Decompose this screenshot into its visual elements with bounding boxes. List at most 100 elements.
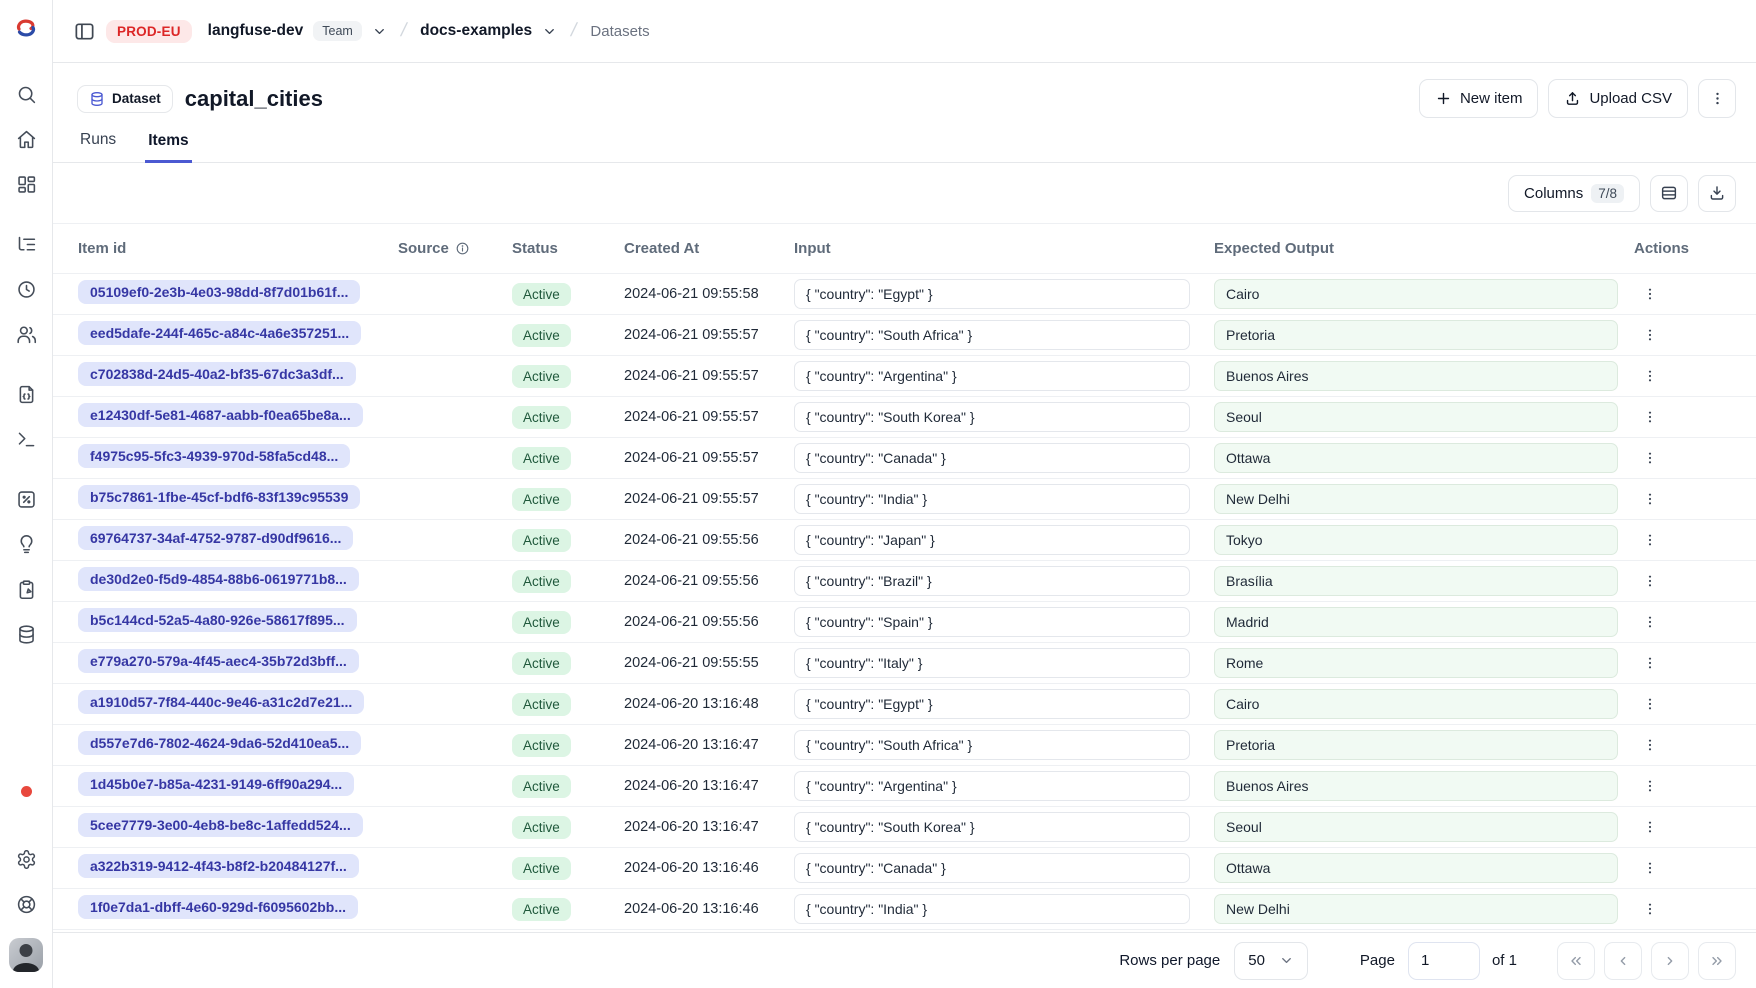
sessions-clock-icon[interactable] [14,277,38,301]
row-actions-kebab[interactable] [1636,813,1664,841]
item-id-badge[interactable]: e779a270-579a-4f45-aec4-35b72d3bff... [78,649,359,673]
row-actions-kebab[interactable] [1636,321,1664,349]
item-id-badge[interactable]: de30d2e0-f5d9-4854-88b6-0619771b8... [78,567,359,591]
row-actions-kebab[interactable] [1636,444,1664,472]
kebab-icon [1642,368,1658,384]
table-row: b5c144cd-52a5-4a80-926e-58617f895... Act… [53,602,1756,643]
col-header-input[interactable]: Input [794,240,1214,257]
dataset-actions-kebab-button[interactable] [1698,79,1736,118]
expected-output-cell: Seoul [1214,402,1618,432]
row-actions-kebab[interactable] [1636,854,1664,882]
evals-percent-icon[interactable] [14,487,38,511]
download-icon [1708,184,1726,202]
datasets-database-icon[interactable] [14,622,38,646]
next-page-button[interactable] [1651,942,1689,980]
chevron-down-icon [1279,953,1294,968]
rows-per-page-select[interactable]: 50 [1234,942,1308,980]
col-header-source[interactable]: Source [398,240,512,257]
row-actions-kebab[interactable] [1636,690,1664,718]
new-item-button[interactable]: New item [1419,79,1539,118]
last-page-button[interactable] [1698,942,1736,980]
status-badge: Active [512,898,571,921]
tracing-list-tree-icon[interactable] [14,232,38,256]
rows-icon [1660,184,1678,202]
input-cell: { "country": "India" } [794,484,1190,514]
settings-gear-icon[interactable] [14,847,38,871]
item-id-badge[interactable]: c702838d-24d5-40a2-bf35-67dc3a3df... [78,362,356,386]
users-icon[interactable] [14,322,38,346]
item-id-badge[interactable]: b5c144cd-52a5-4a80-926e-58617f895... [78,608,357,632]
langfuse-logo-icon[interactable] [14,16,38,40]
home-icon[interactable] [14,127,38,151]
project-name[interactable]: docs-examples [420,22,532,40]
sidebar-toggle-icon[interactable] [73,20,96,43]
row-actions-kebab[interactable] [1636,567,1664,595]
input-cell: { "country": "Spain" } [794,607,1190,637]
breadcrumb-separator: / [569,20,579,42]
row-actions-kebab[interactable] [1636,280,1664,308]
row-actions-kebab[interactable] [1636,403,1664,431]
item-id-badge[interactable]: 5cee7779-3e00-4eb8-be8c-1affedd524... [78,813,363,837]
col-header-item-id[interactable]: Item id [78,240,398,257]
org-chevron-down-icon[interactable] [372,24,387,39]
item-id-badge[interactable]: b75c7861-1fbe-45cf-bdf6-83f139c95539 [78,485,360,509]
tab-items[interactable]: Items [145,132,192,163]
lightbulb-icon[interactable] [14,532,38,556]
created-at-cell: 2024-06-21 09:55:57 [624,368,794,384]
row-actions-kebab[interactable] [1636,895,1664,923]
first-page-button[interactable] [1557,942,1595,980]
tab-runs[interactable]: Runs [77,131,119,162]
org-name[interactable]: langfuse-dev [208,22,304,40]
kebab-icon [1642,655,1658,671]
item-id-badge[interactable]: f4975c95-5fc3-4939-970d-58fa5cd48... [78,444,350,468]
item-id-badge[interactable]: a1910d57-7f84-440c-9e46-a31c2d7e21... [78,690,364,714]
main-area: PROD-EU langfuse-dev Team / docs-example… [53,0,1756,988]
search-icon[interactable] [14,82,38,106]
item-id-badge[interactable]: a322b319-9412-4f43-b8f2-b20484127f... [78,854,359,878]
item-id-badge[interactable]: d557e7d6-7802-4624-9da6-52d410ea5... [78,731,361,755]
dataset-entity-badge: Dataset [77,85,173,113]
page-number-input[interactable] [1408,942,1480,980]
columns-button[interactable]: Columns 7/8 [1508,175,1640,212]
item-id-badge[interactable]: 05109ef0-2e3b-4e03-98dd-8f7d01b61f... [78,280,360,304]
item-id-badge[interactable]: 1d45b0e7-b85a-4231-9149-6ff90a294... [78,772,354,796]
rows-per-page-label: Rows per page [1119,952,1220,969]
item-id-badge[interactable]: 1f0e7da1-dbff-4e60-929d-f6095602bb... [78,895,358,919]
item-id-badge[interactable]: e12430df-5e81-4687-aabb-f0ea65be8a... [78,403,363,427]
row-actions-kebab[interactable] [1636,362,1664,390]
status-badge: Active [512,324,571,347]
input-cell: { "country": "Argentina" } [794,771,1190,801]
col-header-expected-output[interactable]: Expected Output [1214,240,1634,257]
row-actions-kebab[interactable] [1636,608,1664,636]
annotation-clipboard-icon[interactable] [14,577,38,601]
col-header-status[interactable]: Status [512,240,624,257]
created-at-cell: 2024-06-21 09:55:55 [624,655,794,671]
project-chevron-down-icon[interactable] [542,24,557,39]
kebab-icon [1642,286,1658,302]
user-avatar[interactable] [9,938,43,972]
item-id-badge[interactable]: 69764737-34af-4752-9787-d90df9616... [78,526,353,550]
row-actions-kebab[interactable] [1636,526,1664,554]
row-height-button[interactable] [1650,175,1688,212]
col-header-actions: Actions [1634,240,1756,257]
row-actions-kebab[interactable] [1636,649,1664,677]
row-actions-kebab[interactable] [1636,485,1664,513]
prev-page-button[interactable] [1604,942,1642,980]
created-at-cell: 2024-06-20 13:16:46 [624,860,794,876]
export-download-button[interactable] [1698,175,1736,212]
created-at-cell: 2024-06-20 13:16:47 [624,819,794,835]
dashboard-icon[interactable] [14,172,38,196]
support-lifebuoy-icon[interactable] [14,892,38,916]
playground-terminal-icon[interactable] [14,427,38,451]
row-actions-kebab[interactable] [1636,731,1664,759]
environment-badge: PROD-EU [106,20,192,43]
upload-csv-button[interactable]: Upload CSV [1548,79,1688,118]
pagination-bar: Rows per page 50 Page of 1 [53,932,1756,988]
prompts-file-icon[interactable] [14,382,38,406]
col-header-created-at[interactable]: Created At [624,240,794,257]
breadcrumb-section[interactable]: Datasets [590,23,649,40]
row-actions-kebab[interactable] [1636,772,1664,800]
status-badge: Active [512,857,571,880]
item-id-badge[interactable]: eed5dafe-244f-465c-a84c-4a6e357251... [78,321,361,345]
input-cell: { "country": "Argentina" } [794,361,1190,391]
